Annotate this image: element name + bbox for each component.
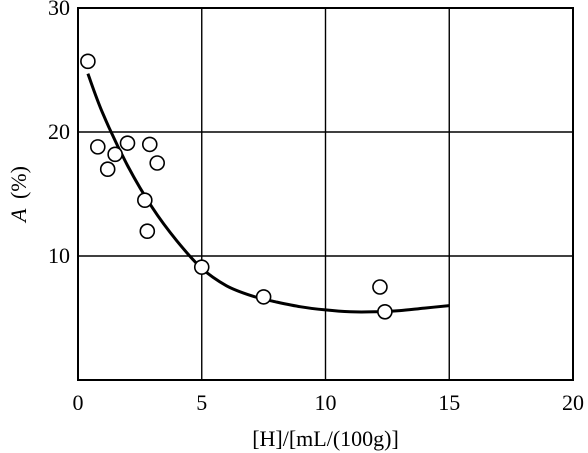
plot-frame [77, 7, 574, 381]
data-point [193, 259, 210, 275]
x-tick-label: 20 [562, 390, 584, 415]
y-tick-labels: 10 20 30 [48, 0, 70, 268]
x-tick-label: 10 [315, 390, 337, 415]
data-points [80, 53, 393, 320]
y-axis-unit: (%) [6, 166, 31, 199]
y-axis-label: A (%) [6, 166, 31, 224]
fit-curve [86, 73, 450, 314]
data-point [149, 155, 165, 171]
data-point [137, 192, 153, 208]
x-tick-labels: 0 5 10 15 20 [73, 390, 585, 415]
y-axis-variable: A [6, 208, 31, 224]
x-tick-label: 15 [438, 390, 460, 415]
data-point [80, 53, 96, 70]
data-point [255, 289, 272, 305]
grid [78, 8, 573, 380]
y-tick-label: 30 [48, 0, 70, 20]
data-point [99, 161, 116, 177]
data-point [107, 146, 123, 163]
x-axis-label: [H]/[mL/(100g)] [252, 426, 399, 451]
x-tick-label: 5 [196, 390, 207, 415]
x-tick-label: 0 [73, 390, 84, 415]
data-point [141, 136, 158, 153]
data-point [90, 139, 106, 155]
data-point [372, 279, 388, 295]
data-point [119, 135, 136, 151]
fit-curve-layer [86, 73, 450, 314]
data-point [139, 223, 156, 239]
data-point [377, 303, 393, 320]
y-tick-label: 10 [48, 243, 70, 268]
y-tick-label: 20 [48, 119, 70, 144]
